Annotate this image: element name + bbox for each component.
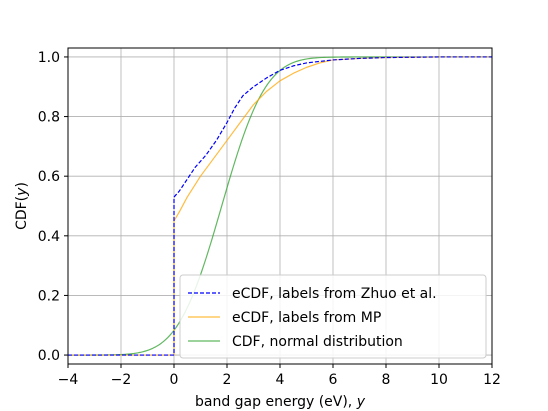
x-tick-label: 0 bbox=[170, 372, 179, 388]
series-line-mp bbox=[68, 56, 492, 356]
y-axis-label-close: ) bbox=[14, 182, 30, 187]
x-tick-label: −2 bbox=[111, 372, 132, 388]
x-tick-label: 8 bbox=[382, 372, 391, 388]
y-tick-label: 0.4 bbox=[38, 229, 60, 245]
y-axis-label-text: CDF( bbox=[14, 196, 30, 230]
x-tick-label: 6 bbox=[329, 372, 338, 388]
x-axis-label-text: band gap energy (eV), bbox=[195, 394, 357, 410]
y-tick-label: 0.8 bbox=[38, 110, 60, 126]
y-tick-label: 0.2 bbox=[38, 288, 60, 304]
x-tick-label: 10 bbox=[430, 372, 448, 388]
x-axis-label-variable: y bbox=[356, 394, 366, 410]
y-axis-label: CDF(y) bbox=[14, 182, 30, 230]
y-tick-label: 0.6 bbox=[38, 169, 60, 185]
legend: eCDF, labels from Zhuo et al. eCDF, labe… bbox=[179, 274, 487, 359]
legend-label-mp: eCDF, labels from MP bbox=[232, 310, 381, 326]
x-axis-label: band gap energy (eV), y bbox=[195, 394, 366, 410]
x-tick-label: 12 bbox=[483, 372, 501, 388]
y-tick-label: 0.0 bbox=[38, 348, 60, 364]
y-axis-label-variable: y bbox=[14, 187, 30, 197]
series-line-zhuo bbox=[68, 56, 492, 356]
x-tick-label: 4 bbox=[276, 372, 285, 388]
legend-label-normal: CDF, normal distribution bbox=[232, 334, 403, 350]
x-tick-label: −4 bbox=[58, 372, 79, 388]
x-tick-label: 2 bbox=[223, 372, 232, 388]
legend-box bbox=[179, 274, 487, 359]
series-layer bbox=[67, 56, 492, 356]
y-tick-label: 1.0 bbox=[38, 50, 60, 66]
ticks: −4 −2 0 2 4 6 8 10 12 0.0 0.2 0.4 0.6 0.8 1.0 bbox=[38, 50, 501, 388]
legend-label-zhuo: eCDF, labels from Zhuo et al. bbox=[232, 286, 437, 302]
